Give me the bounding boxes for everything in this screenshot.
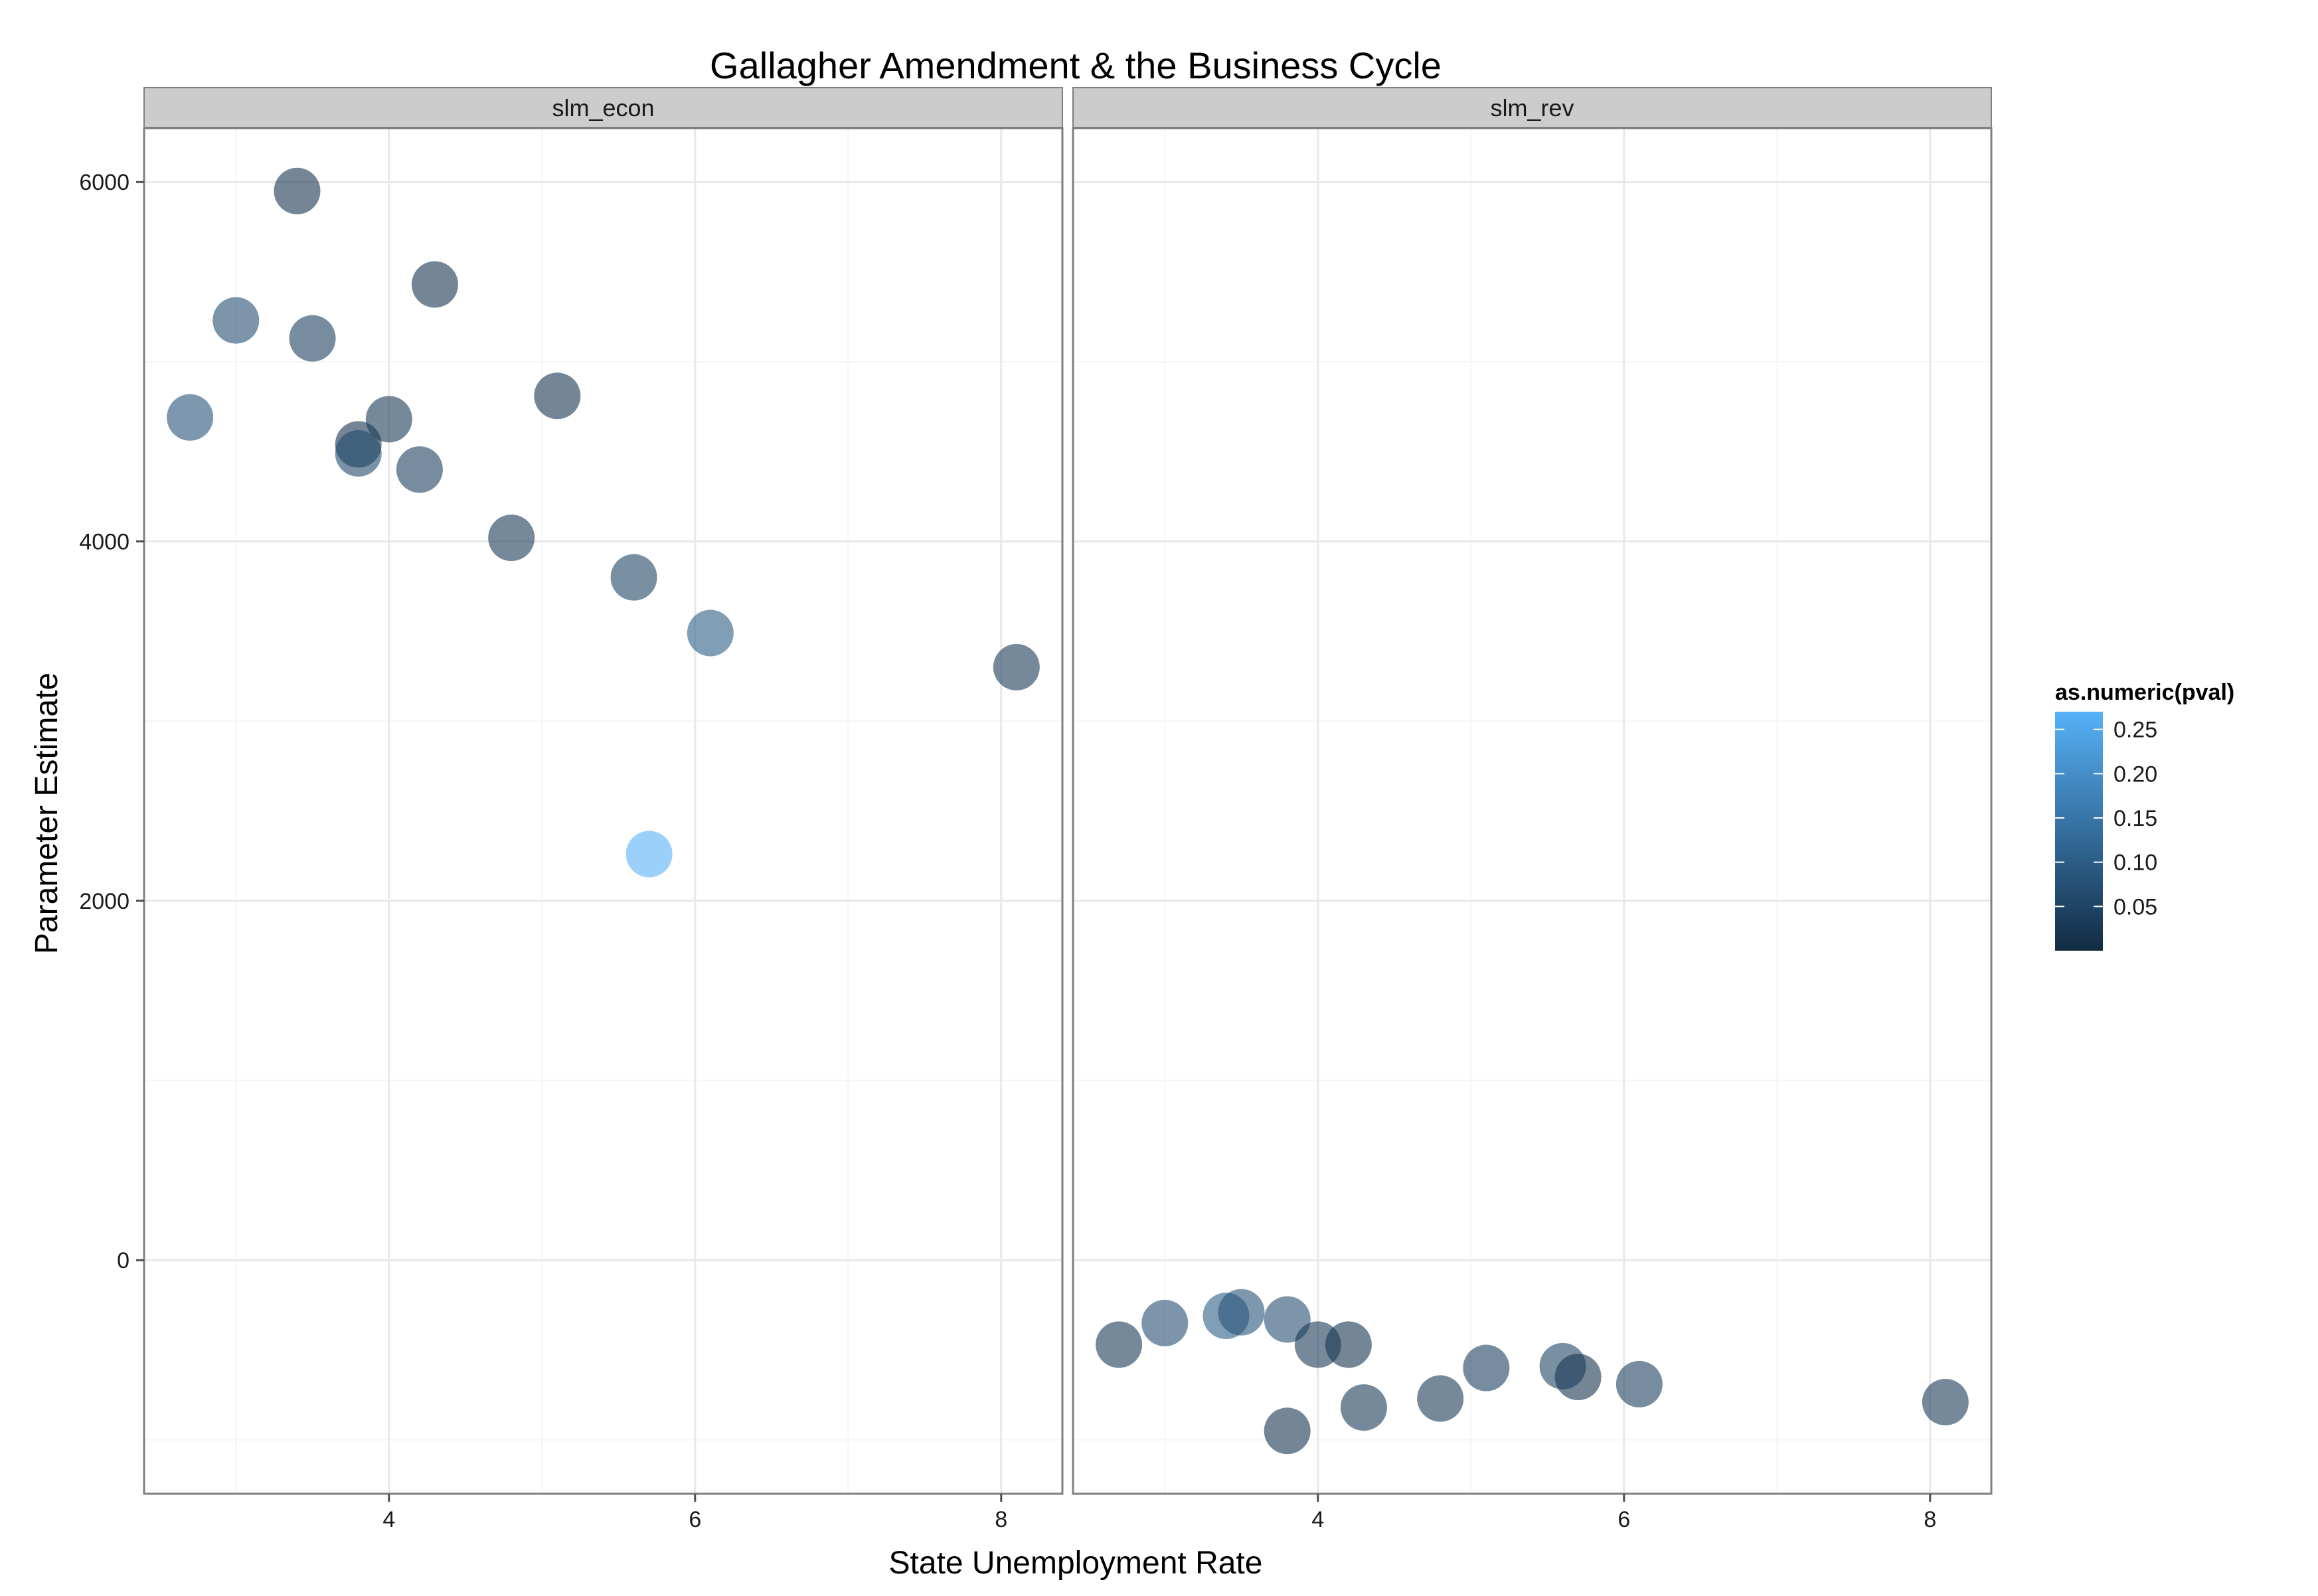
panels: slm_econ 4 6 8 0 2000 4000 6000 slm_rev 4 6 8: [79, 87, 1993, 1532]
legend-colorbar: [2055, 712, 2103, 951]
data-point: [1922, 1378, 1969, 1425]
x-tick-label: 6: [689, 1507, 701, 1532]
panel-slm_econ: slm_econ 4 6 8 0 2000 4000 6000: [79, 87, 1064, 1532]
data-point: [610, 554, 657, 601]
data-point: [687, 609, 734, 657]
points: [1096, 1289, 1969, 1455]
y-tick-label: 4000: [79, 530, 129, 555]
x-axis: 4 6 8: [382, 1494, 1007, 1532]
data-point: [993, 643, 1040, 690]
legend-tick-label: 0.20: [2113, 761, 2157, 787]
data-point: [1264, 1296, 1311, 1343]
data-point: [335, 430, 382, 477]
x-tick-label: 8: [1924, 1507, 1936, 1532]
x-tick-label: 6: [1617, 1507, 1630, 1532]
y-axis-title: Parameter Estimate: [29, 673, 64, 954]
x-tick-label: 4: [1311, 1507, 1324, 1532]
data-point: [534, 372, 581, 420]
x-tick-label: 8: [995, 1507, 1007, 1532]
legend-title: as.numeric(pval): [2055, 680, 2234, 705]
panel-background: [1073, 128, 1991, 1494]
legend-tick-label: 0.25: [2113, 718, 2157, 743]
data-point: [289, 315, 336, 362]
panel-border: [143, 127, 1064, 1495]
strip-background: [143, 87, 1063, 128]
data-point: [625, 831, 673, 878]
x-axis: 4 6 8: [1311, 1494, 1936, 1532]
data-point: [1264, 1407, 1311, 1455]
legend-tick-label: 0.05: [2113, 894, 2157, 919]
minor-gridlines: [144, 128, 1062, 1494]
panel-border: [1072, 127, 1993, 1495]
data-point: [1554, 1354, 1602, 1401]
panel-background: [144, 128, 1062, 1494]
y-axis: 0 2000 4000 6000: [79, 170, 144, 1273]
y-tick-label: 2000: [79, 889, 129, 914]
data-point: [1096, 1321, 1143, 1368]
data-point: [411, 261, 458, 308]
legend-ticks: 0.05 0.10 0.15 0.20 0.25: [2055, 718, 2157, 919]
data-point: [1417, 1375, 1464, 1422]
color-legend: as.numeric(pval) 0.05 0.10 0.15 0.20 0.25: [2055, 680, 2234, 951]
data-point: [1340, 1384, 1387, 1431]
panel-slm_rev: slm_rev 4 6 8: [1072, 87, 1993, 1532]
data-point: [1141, 1299, 1189, 1346]
y-tick-label: 0: [117, 1248, 129, 1273]
strip-label: slm_rev: [1490, 94, 1574, 121]
legend-tick-label: 0.15: [2113, 806, 2157, 831]
x-axis-title: State Unemployment Rate: [889, 1546, 1263, 1581]
data-point: [167, 394, 214, 441]
strip-background: [1072, 87, 1992, 128]
data-point: [1463, 1344, 1510, 1392]
data-point: [1615, 1360, 1663, 1407]
chart-title: Gallagher Amendment & the Business Cycle: [710, 44, 1442, 86]
data-point: [488, 515, 535, 562]
data-point: [274, 167, 321, 214]
x-tick-label: 4: [382, 1507, 395, 1532]
data-point: [212, 297, 260, 344]
legend-tick-label: 0.10: [2113, 850, 2157, 876]
data-point: [396, 446, 443, 493]
strip-label: slm_econ: [552, 94, 654, 121]
major-gridlines: [1073, 128, 1991, 1494]
data-point: [365, 396, 412, 443]
data-point: [1218, 1289, 1265, 1336]
y-tick-label: 6000: [79, 170, 129, 195]
points: [167, 167, 1040, 878]
data-point: [1325, 1321, 1372, 1368]
minor-gridlines: [1073, 128, 1991, 1494]
